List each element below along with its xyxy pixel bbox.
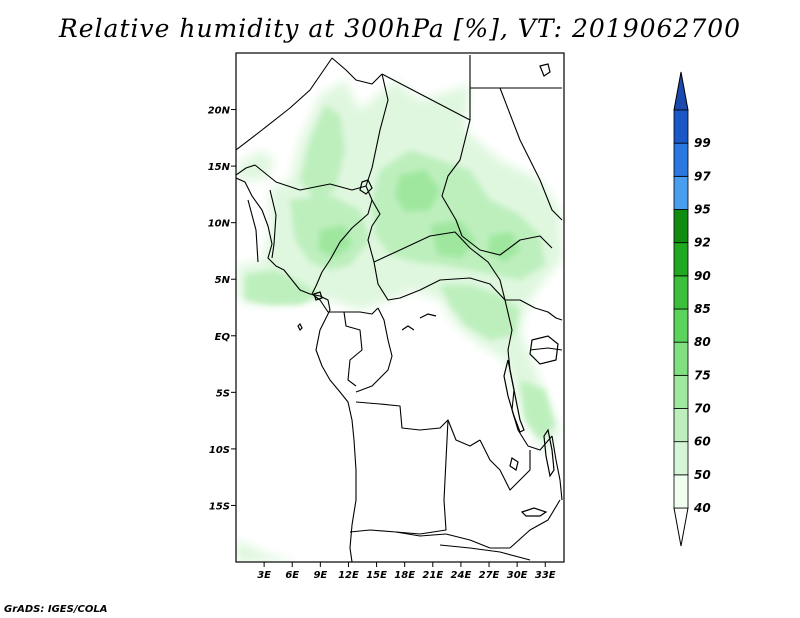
lon-tick-label: 15E [366,570,387,581]
lat-tick-label: 15S [209,501,230,512]
lakes-islands [297,63,559,517]
river-congo-2 [401,325,415,331]
border-niger-nigeria [254,164,367,191]
lat-tick-label: 5N [215,275,231,286]
lon-tick-label: 24E [451,570,472,581]
island-sao-tome [297,322,303,332]
coastline-west-africa [236,177,331,319]
lat-tick-label: 15N [208,162,231,173]
map-frame [235,52,565,563]
border-sudan-southsudan [461,235,553,256]
border-southsudan-drc [469,247,536,309]
border-uganda [534,307,563,321]
lake-kariba [520,507,548,517]
lon-tick-label: 3E [257,570,271,581]
border-south [439,544,531,561]
lake-chad [359,179,373,195]
border-zambia-zimbabwe [509,499,561,549]
grads-credit: GrADS: IGES/COLA [4,604,108,615]
lon-tick-label: 12E [338,570,359,581]
border-chad-sudan [441,119,471,237]
border-angola-zambia [395,419,449,535]
colorbar-segment [673,142,689,177]
colorbar-label: 70 [694,402,711,416]
colorbar-label: 85 [694,302,711,316]
river-congo-1 [419,313,437,319]
border-angola-namibia [349,529,447,537]
lat-tick-label: 20N [208,106,231,117]
lon-tick-label: 9E [313,570,327,581]
colorbar-segment [673,408,689,443]
colorbar-label: 92 [694,236,711,250]
colorbar-segment [673,242,689,277]
lon-tick-label: 18E [394,570,415,581]
colorbar-segment [673,109,689,144]
colorbar-segment [673,341,689,376]
border-drc-angola [355,401,481,447]
lake-malawi [543,428,555,478]
colorbar-label: 80 [694,335,711,349]
border-benin [269,189,277,259]
border-congo-drc [355,307,393,393]
latitude-axis: 20N 15N 10N 5N EQ 5S 10S 15S [208,106,236,512]
border-togo [247,199,259,263]
colorbar-label: 50 [694,468,711,482]
colorbar-segment [673,374,689,409]
colorbar: 40 50 60 70 75 80 85 90 92 95 97 99 [673,71,711,547]
lat-tick-label: 10S [209,445,230,456]
border-car-drc [373,261,506,301]
island-sardinia-top [539,63,551,77]
lon-tick-label: 30E [507,570,528,581]
lake-victoria [529,335,559,365]
colorbar-segment [673,209,689,244]
colorbar-label: 40 [693,501,711,515]
humidity-field [236,80,562,562]
lat-tick-label: 5S [216,388,230,399]
lake-mweru [509,457,519,471]
border-mali-niger [236,164,256,176]
colorbar-label: 95 [694,203,711,217]
colorbar-segment [673,175,689,210]
coastline-central-africa [315,317,357,562]
lon-tick-label: 21E [422,570,443,581]
map-title: Relative humidity at 300hPa [%], VT: 201… [58,14,742,43]
country-borders [236,55,563,562]
border-drc-zambia [479,439,531,491]
border-namibia-east [445,533,510,549]
border-chad-cameroon [367,199,381,263]
humidity-strong-band [318,170,520,262]
island-bioko [313,291,323,301]
colorbar-label: 99 [694,136,711,150]
border-sudan-east [499,87,563,221]
lon-tick-label: 6E [285,570,299,581]
colorbar-label: 60 [694,435,711,449]
border-libya-niger [331,57,383,85]
border-niger-chad [365,73,389,187]
colorbar-segment [673,441,689,476]
lon-tick-label: 27E [479,570,500,581]
lon-tick-label: 33E [535,570,556,581]
border-gabon-congo [343,311,363,387]
colorbar-over-triangle [673,71,689,111]
colorbar-under-triangle [673,507,689,547]
border-nigeria-cameroon [311,185,373,295]
lat-tick-label: EQ [215,332,231,343]
colorbar-segment [673,275,689,310]
lake-tanganyika [503,359,525,433]
colorbar-label: 90 [694,269,711,283]
colorbar-segment [673,474,689,509]
lat-tick-label: 10N [208,219,231,230]
longitude-axis: 3E 6E 9E 12E 15E 18E 21E 24E 27E 30E 33E [257,562,556,581]
colorbar-segment [673,308,689,343]
colorbar-label: 97 [694,169,711,183]
border-malawi [551,435,563,501]
colorbar-label: 75 [694,368,711,382]
border-mozambique [527,435,553,451]
border-niger-north [236,57,333,151]
border-chad-car [373,231,471,263]
